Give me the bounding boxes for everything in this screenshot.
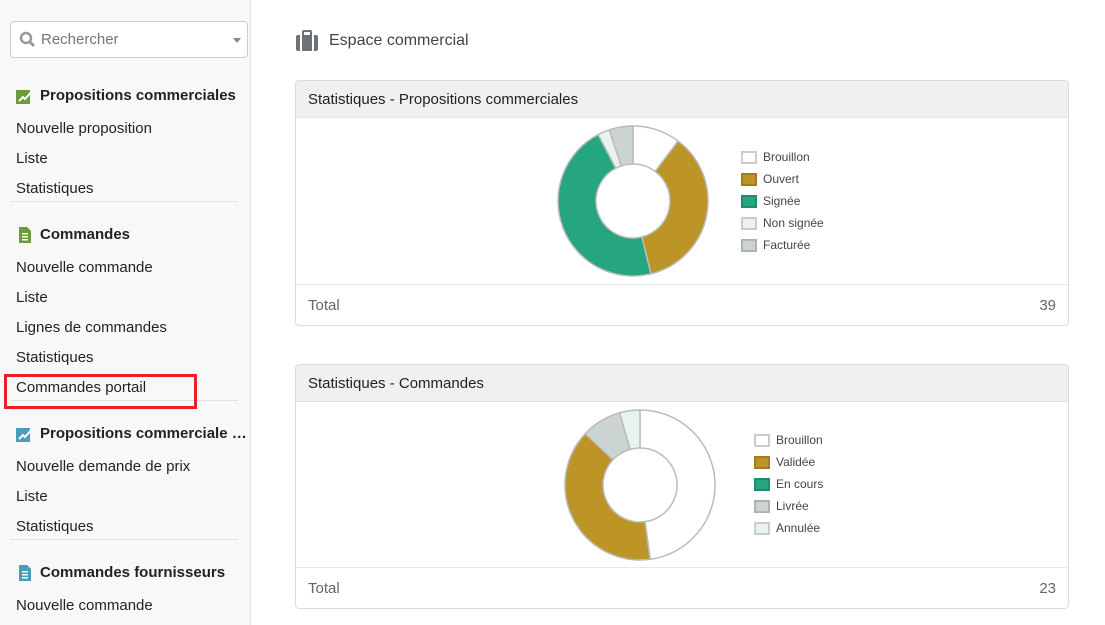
sidebar-item[interactable]: Nouvelle demande de prix bbox=[16, 458, 191, 475]
legend-item[interactable]: Non signée bbox=[741, 212, 824, 234]
sidebar-section-title: Commandes fournisseurs bbox=[40, 564, 226, 581]
order-icon bbox=[16, 226, 34, 243]
sidebar-item[interactable]: Nouvelle proposition bbox=[16, 120, 152, 137]
page-title-text: Espace commercial bbox=[329, 32, 469, 49]
legend-item[interactable]: Signée bbox=[741, 190, 824, 212]
legend-label: Brouillon bbox=[776, 433, 823, 447]
legend-item[interactable]: Ouvert bbox=[741, 168, 824, 190]
search-icon bbox=[19, 31, 37, 49]
sidebar-item[interactable]: Liste bbox=[16, 289, 48, 306]
legend-swatch bbox=[754, 433, 770, 447]
page-title: Espace commercial bbox=[295, 30, 469, 52]
legend-item[interactable]: En cours bbox=[754, 473, 823, 495]
sidebar-section-header[interactable]: Commandes fournisseurs bbox=[16, 564, 248, 581]
legend-item[interactable]: Facturée bbox=[741, 234, 824, 256]
sidebar-section-header[interactable]: Commandes bbox=[16, 226, 248, 243]
total-value: 23 bbox=[1039, 579, 1056, 597]
legend-item[interactable]: Brouillon bbox=[754, 429, 823, 451]
stats-card-proposals: Statistiques - Propositions commerciales… bbox=[295, 80, 1069, 326]
briefcase-icon bbox=[296, 30, 318, 51]
chevron-down-icon[interactable] bbox=[233, 38, 241, 43]
divider bbox=[10, 400, 238, 401]
proposal-icon bbox=[16, 88, 34, 104]
sidebar: Propositions commerciales Nouvelle propos… bbox=[0, 0, 251, 625]
highlight-box bbox=[4, 374, 197, 409]
sidebar-item[interactable]: Liste bbox=[16, 150, 48, 167]
sidebar-item[interactable]: Statistiques bbox=[16, 349, 94, 366]
sidebar-section-title: Commandes bbox=[40, 226, 131, 243]
card-footer: Total 23 bbox=[296, 567, 1068, 608]
slice-ouvert[interactable] bbox=[640, 139, 709, 275]
sidebar-section-header[interactable]: Propositions commerciale … bbox=[16, 425, 248, 442]
legend-item[interactable]: Annulée bbox=[754, 517, 823, 539]
legend-label: Livrée bbox=[776, 499, 809, 513]
legend-label: Non signée bbox=[763, 216, 824, 230]
legend-label: Signée bbox=[763, 194, 801, 208]
card-header: Statistiques - Propositions commerciales bbox=[296, 81, 1068, 118]
legend-swatch bbox=[741, 238, 757, 252]
search-input[interactable] bbox=[41, 31, 221, 48]
legend-swatch bbox=[741, 216, 757, 230]
card-footer: Total 39 bbox=[296, 284, 1068, 325]
legend-item[interactable]: Livrée bbox=[754, 495, 823, 517]
legend-label: Annulée bbox=[776, 521, 821, 535]
legend-swatch bbox=[754, 521, 770, 535]
legend-item[interactable]: Validée bbox=[754, 451, 823, 473]
sidebar-item[interactable]: Liste bbox=[16, 488, 48, 505]
supplier-order-icon bbox=[16, 564, 34, 581]
divider bbox=[10, 201, 238, 202]
legend-swatch bbox=[754, 455, 770, 469]
chart-legend: Brouillon Ouvert Signée Non signée Facturée bbox=[741, 146, 824, 256]
sidebar-item[interactable]: Statistiques bbox=[16, 180, 94, 197]
sidebar-item[interactable]: Nouvelle commande bbox=[16, 259, 153, 276]
slice-annulée[interactable] bbox=[618, 409, 641, 451]
legend-label: Validée bbox=[776, 455, 816, 469]
donut-chart bbox=[557, 125, 709, 277]
sidebar-section-title: Propositions commerciale … bbox=[40, 425, 247, 442]
slice-facturée[interactable] bbox=[608, 125, 634, 167]
total-value: 39 bbox=[1039, 296, 1056, 314]
slice-signée[interactable] bbox=[557, 133, 652, 277]
chart-legend: Brouillon Validée En cours Livrée Annulée bbox=[754, 429, 823, 539]
supplier-proposal-icon bbox=[16, 426, 34, 442]
legend-swatch bbox=[741, 194, 757, 208]
slice-validée[interactable] bbox=[564, 432, 652, 561]
sidebar-item[interactable]: Commandes portail bbox=[16, 379, 147, 396]
legend-item[interactable]: Brouillon bbox=[741, 146, 824, 168]
total-label: Total bbox=[308, 296, 340, 314]
legend-label: Facturée bbox=[763, 238, 811, 252]
sidebar-section-title: Propositions commerciales bbox=[40, 87, 236, 104]
sidebar-item[interactable]: Statistiques bbox=[16, 518, 94, 535]
legend-swatch bbox=[754, 477, 770, 491]
legend-swatch bbox=[754, 499, 770, 513]
slice-brouillon[interactable] bbox=[639, 409, 716, 561]
total-label: Total bbox=[308, 579, 340, 597]
search-box[interactable] bbox=[10, 21, 248, 58]
legend-label: Ouvert bbox=[763, 172, 800, 186]
legend-label: En cours bbox=[776, 477, 824, 491]
legend-swatch bbox=[741, 150, 757, 164]
divider bbox=[10, 539, 238, 540]
sidebar-item[interactable]: Nouvelle commande bbox=[16, 597, 153, 614]
donut-chart bbox=[564, 409, 716, 561]
legend-label: Brouillon bbox=[763, 150, 810, 164]
card-header: Statistiques - Commandes bbox=[296, 365, 1068, 402]
sidebar-item[interactable]: Lignes de commandes bbox=[16, 319, 167, 336]
stats-card-orders: Statistiques - Commandes Brouillon Validé… bbox=[295, 364, 1069, 609]
legend-swatch bbox=[741, 172, 757, 186]
sidebar-section-header[interactable]: Propositions commerciales bbox=[16, 87, 248, 104]
